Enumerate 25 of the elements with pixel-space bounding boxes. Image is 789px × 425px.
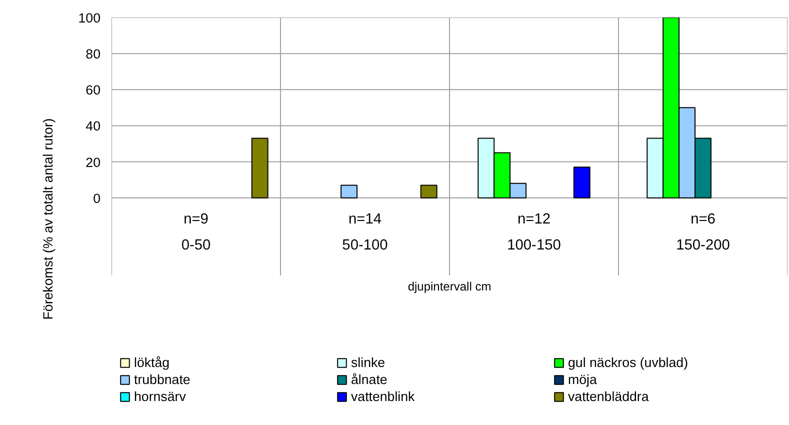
legend-label: löktåg [134, 355, 171, 370]
legend-label: vattenbläddra [568, 389, 650, 404]
y-tick-label: 80 [86, 46, 101, 62]
legend-label: hornsärv [134, 389, 187, 404]
x-axis-title: djupintervall cm [408, 279, 492, 294]
bar [251, 138, 268, 198]
legend-label: möja [568, 372, 598, 387]
bar [420, 184, 438, 198]
legend-label: ålnate [351, 372, 388, 387]
x-tick-label: n=14 50-100 [342, 211, 388, 254]
y-tick-label: 100 [78, 10, 101, 26]
x-tick-label: n=6 150-200 [676, 211, 730, 254]
legend-label: gul näckros (uvblad) [568, 355, 690, 370]
x-tick-label: n=12 100-150 [507, 211, 561, 254]
y-tick-label: 0 [93, 190, 101, 206]
y-tick-label: 60 [86, 82, 101, 98]
y-tick-label: 20 [86, 154, 101, 170]
y-axis-title: Förekomst (% av totalt antal rutor) [40, 118, 56, 320]
legend-label: vattenblink [351, 389, 416, 404]
legend-label: trubbnate [134, 372, 192, 387]
y-tick-label: 40 [86, 118, 101, 134]
x-tick-label: n=9 0-50 [181, 211, 211, 254]
legend-label: slinke [351, 355, 386, 370]
bar [573, 166, 590, 198]
bar [340, 184, 358, 198]
